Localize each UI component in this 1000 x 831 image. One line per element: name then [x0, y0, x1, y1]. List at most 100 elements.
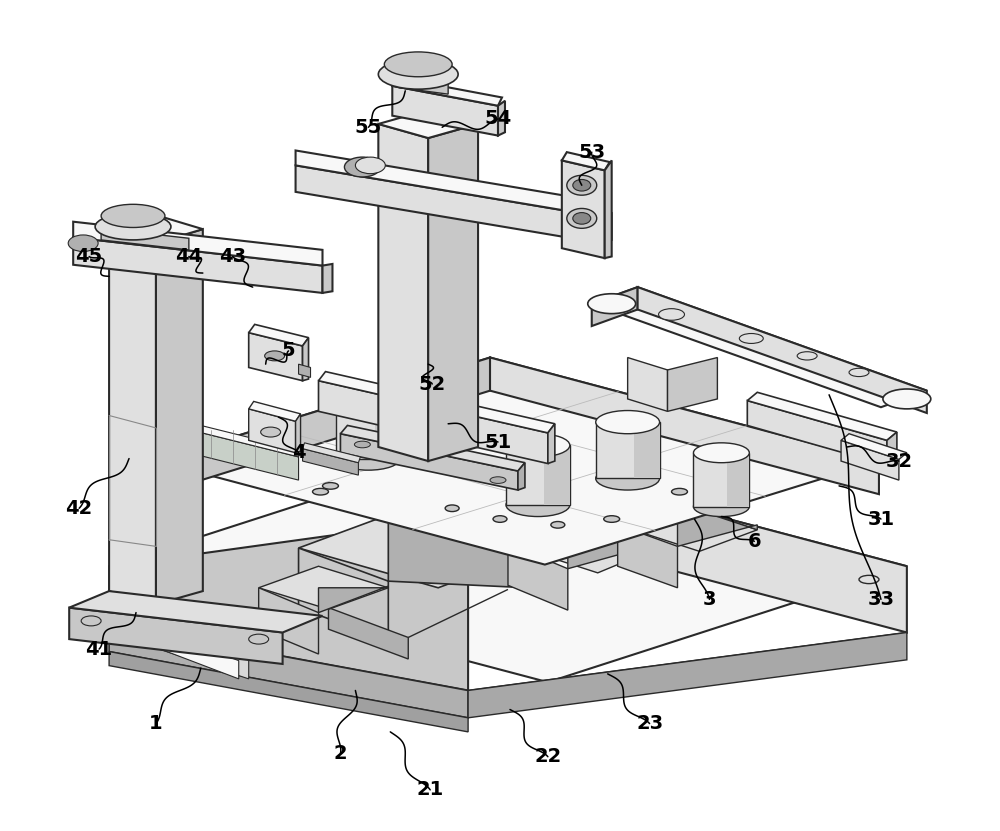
Polygon shape: [296, 150, 602, 217]
Polygon shape: [408, 589, 508, 637]
Text: 53: 53: [578, 143, 605, 161]
Ellipse shape: [693, 443, 749, 463]
Text: 1: 1: [149, 714, 163, 733]
Text: 32: 32: [885, 451, 912, 470]
Polygon shape: [428, 124, 478, 461]
Ellipse shape: [249, 634, 269, 644]
Polygon shape: [319, 586, 388, 612]
Polygon shape: [296, 165, 602, 243]
Polygon shape: [392, 77, 502, 106]
Ellipse shape: [95, 214, 171, 240]
Polygon shape: [109, 624, 468, 718]
Polygon shape: [678, 504, 757, 546]
Polygon shape: [592, 288, 638, 326]
Text: 45: 45: [76, 247, 103, 266]
Ellipse shape: [797, 352, 817, 360]
Polygon shape: [109, 517, 468, 691]
Ellipse shape: [354, 441, 370, 448]
Polygon shape: [259, 566, 388, 609]
Polygon shape: [296, 414, 301, 453]
Polygon shape: [388, 515, 528, 588]
Polygon shape: [727, 453, 749, 507]
Polygon shape: [602, 214, 612, 243]
Ellipse shape: [659, 308, 684, 320]
Polygon shape: [628, 357, 668, 411]
Polygon shape: [468, 632, 907, 691]
Polygon shape: [249, 324, 309, 346]
Polygon shape: [156, 229, 203, 604]
Polygon shape: [490, 357, 879, 494]
Ellipse shape: [81, 616, 101, 626]
Polygon shape: [69, 591, 322, 632]
Text: 43: 43: [219, 247, 246, 266]
Ellipse shape: [573, 213, 591, 224]
Ellipse shape: [68, 235, 98, 252]
Polygon shape: [375, 399, 400, 459]
Polygon shape: [259, 588, 319, 654]
Polygon shape: [249, 401, 301, 421]
Polygon shape: [319, 371, 555, 433]
Polygon shape: [668, 357, 717, 411]
Polygon shape: [109, 215, 203, 243]
Ellipse shape: [859, 575, 879, 583]
Polygon shape: [299, 515, 528, 588]
Polygon shape: [156, 357, 490, 494]
Polygon shape: [328, 607, 408, 659]
Text: 54: 54: [484, 110, 512, 129]
Ellipse shape: [596, 411, 660, 434]
Polygon shape: [638, 288, 927, 413]
Ellipse shape: [573, 179, 591, 191]
Text: 51: 51: [484, 432, 512, 451]
Ellipse shape: [551, 522, 565, 529]
Polygon shape: [841, 440, 899, 480]
Polygon shape: [468, 632, 907, 718]
Text: 4: 4: [292, 443, 305, 462]
Ellipse shape: [588, 293, 636, 313]
Ellipse shape: [596, 467, 660, 490]
Polygon shape: [199, 432, 299, 480]
Polygon shape: [149, 624, 249, 679]
Ellipse shape: [506, 494, 570, 517]
Polygon shape: [887, 432, 897, 465]
Ellipse shape: [883, 389, 931, 409]
Text: 21: 21: [417, 780, 444, 799]
Polygon shape: [392, 86, 498, 135]
Polygon shape: [508, 543, 568, 610]
Polygon shape: [378, 110, 478, 138]
Polygon shape: [303, 337, 309, 381]
Ellipse shape: [567, 175, 597, 195]
Polygon shape: [340, 425, 525, 471]
Ellipse shape: [322, 483, 338, 489]
Polygon shape: [319, 381, 548, 464]
Ellipse shape: [265, 351, 285, 361]
Polygon shape: [618, 525, 678, 588]
Ellipse shape: [101, 204, 165, 228]
Polygon shape: [468, 450, 907, 632]
Polygon shape: [562, 160, 605, 258]
Ellipse shape: [672, 489, 687, 495]
Polygon shape: [322, 264, 332, 293]
Ellipse shape: [739, 333, 763, 343]
Text: 42: 42: [66, 499, 93, 518]
Ellipse shape: [344, 157, 380, 177]
Ellipse shape: [493, 516, 507, 523]
Polygon shape: [109, 652, 468, 732]
Ellipse shape: [336, 387, 400, 411]
Polygon shape: [506, 445, 570, 505]
Text: 33: 33: [867, 590, 894, 609]
Polygon shape: [841, 434, 907, 460]
Ellipse shape: [355, 157, 385, 174]
Text: 55: 55: [355, 118, 382, 137]
Polygon shape: [249, 332, 303, 381]
Ellipse shape: [849, 368, 869, 376]
Polygon shape: [340, 434, 518, 490]
Polygon shape: [693, 453, 749, 507]
Text: 2: 2: [334, 744, 347, 763]
Polygon shape: [518, 463, 525, 490]
Polygon shape: [605, 160, 612, 258]
Polygon shape: [548, 424, 555, 464]
Ellipse shape: [378, 59, 458, 89]
Ellipse shape: [131, 575, 151, 583]
Text: 6: 6: [747, 532, 761, 551]
Polygon shape: [634, 422, 660, 479]
